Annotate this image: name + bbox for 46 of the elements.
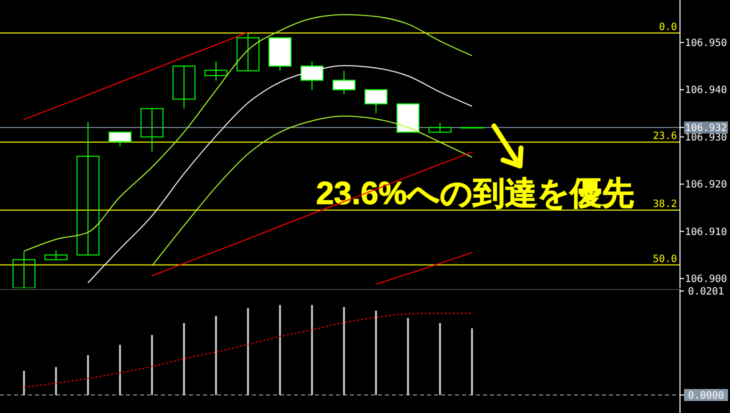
line-series: [152, 152, 472, 276]
bar: [311, 304, 313, 395]
bar: [439, 323, 441, 395]
y-tick-label: 106.950: [684, 38, 728, 49]
bar: [55, 367, 57, 395]
candlestick: [172, 66, 196, 110]
candlestick: [364, 89, 388, 114]
bar: [247, 308, 249, 395]
candlestick: [44, 250, 68, 260]
bar: [23, 370, 25, 395]
line-series: [376, 252, 472, 285]
bar: [375, 310, 377, 395]
y-tick-label: 0.0000: [688, 390, 724, 402]
y-tick-label: 106.930: [684, 132, 728, 144]
y-tick-label: 106.932: [684, 122, 728, 134]
candlestick: [332, 70, 356, 95]
annotation: 0.0: [658, 22, 677, 34]
line-series: [24, 32, 248, 120]
candlestick: [108, 132, 132, 147]
y-tick-label: 106.910: [684, 226, 728, 238]
line-series: [88, 65, 472, 284]
annotation: 50.0: [652, 254, 677, 265]
bar: [471, 328, 473, 395]
bar: [183, 323, 185, 395]
bar: [119, 344, 121, 395]
candlestick: [236, 32, 260, 72]
bar: [407, 318, 409, 395]
y-tick-label: 0.0201: [688, 286, 724, 298]
annotation: 23.6: [652, 131, 677, 142]
candlestick: [76, 122, 100, 256]
bar: [279, 304, 281, 395]
line-series: [24, 14, 472, 252]
line-series: [24, 312, 472, 388]
candlestick: [12, 251, 36, 288]
annotation: 38.2: [652, 199, 677, 210]
bar: [215, 316, 217, 395]
candlestick: [428, 122, 452, 133]
y-tick-label: 106.900: [684, 274, 728, 286]
bar: [151, 334, 153, 395]
bar: [87, 355, 89, 395]
candlestick: [140, 108, 164, 152]
y-tick-label: 106.920: [684, 180, 728, 191]
candlestick: [204, 60, 228, 82]
y-tick-label: 106.940: [684, 85, 728, 96]
line-series: [152, 116, 472, 266]
bar: [343, 307, 345, 395]
